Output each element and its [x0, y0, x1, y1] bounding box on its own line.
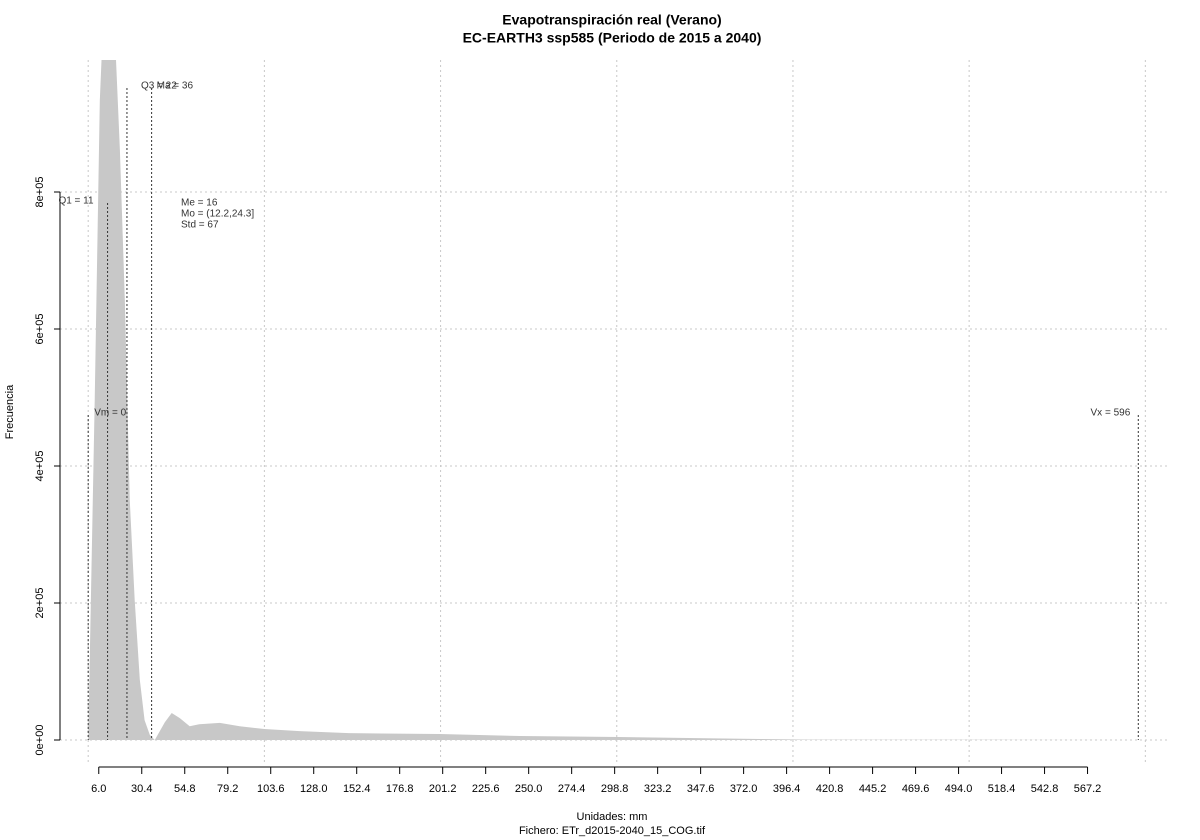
x-tick-label: 54.8	[174, 783, 195, 795]
density-area	[88, 60, 1128, 740]
y-tick-label: 8e+05	[34, 177, 46, 208]
plot-area	[88, 60, 1128, 740]
y-tick-label: 0e+00	[34, 725, 46, 756]
marker-label: Q1 = 11	[58, 196, 94, 207]
x-tick-label: 347.6	[687, 783, 715, 795]
stat-label: Mo = (12.2,24.3]	[181, 209, 254, 220]
x-tick-label: 79.2	[217, 783, 238, 795]
x-tick-label: 420.8	[816, 783, 844, 795]
x-tick-label: 103.6	[257, 783, 285, 795]
x-tick-label: 274.4	[558, 783, 586, 795]
y-tick-label: 6e+05	[34, 314, 46, 345]
x-tick-label: 128.0	[300, 783, 328, 795]
y-tick-label: 2e+05	[34, 588, 46, 619]
stat-label: Me = 16	[181, 198, 218, 209]
x-tick-label: 396.4	[773, 783, 801, 795]
chart-title: Evapotranspiración real (Verano)	[502, 12, 721, 28]
x-axis-label: Unidades: mm	[577, 811, 648, 823]
marker-label: Ma = 36	[157, 81, 194, 92]
x-tick-label: 542.8	[1031, 783, 1059, 795]
x-tick-label: 518.4	[988, 783, 1016, 795]
x-tick-label: 323.2	[644, 783, 672, 795]
x-tick-label: 225.6	[472, 783, 500, 795]
caption: Fichero: ETr_d2015-2040_15_COG.tif	[519, 825, 706, 837]
x-tick-label: 372.0	[730, 783, 758, 795]
y-tick-label: 4e+05	[34, 451, 46, 482]
x-tick-label: 152.4	[343, 783, 371, 795]
y-axis-label: Frecuencia	[4, 384, 16, 439]
x-tick-label: 30.4	[131, 783, 152, 795]
marker-label: Q3 = 22	[141, 81, 177, 92]
marker-label: Vx = 596	[1091, 408, 1131, 419]
x-tick-label: 469.6	[902, 783, 930, 795]
x-tick-label: 201.2	[429, 783, 457, 795]
x-tick-label: 176.8	[386, 783, 414, 795]
x-tick-label: 6.0	[91, 783, 106, 795]
x-tick-label: 298.8	[601, 783, 629, 795]
x-tick-label: 250.0	[515, 783, 543, 795]
x-tick-label: 445.2	[859, 783, 887, 795]
chart-subtitle: EC-EARTH3 ssp585 (Periodo de 2015 a 2040…	[463, 30, 762, 46]
stat-label: Std = 67	[181, 220, 219, 231]
x-tick-label: 494.0	[945, 783, 973, 795]
marker-label: Vm = 0	[94, 408, 126, 419]
x-tick-label: 567.2	[1074, 783, 1102, 795]
